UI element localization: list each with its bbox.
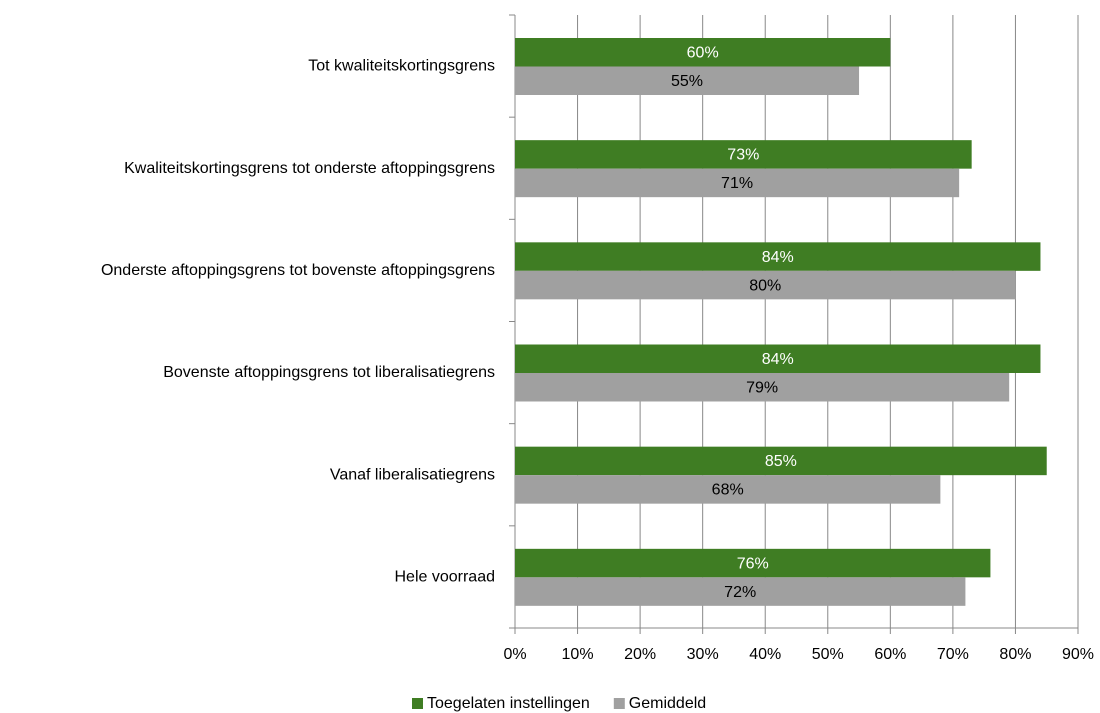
y-tick-label: Vanaf liberalisatiegrens xyxy=(330,466,495,483)
bar xyxy=(515,242,1041,271)
bar xyxy=(515,140,972,169)
data-label: 80% xyxy=(749,277,781,294)
x-tick-label: 90% xyxy=(1062,646,1094,663)
x-tick-label: 20% xyxy=(624,646,656,663)
data-label: 60% xyxy=(687,44,719,61)
bar xyxy=(515,577,966,606)
data-label: 72% xyxy=(724,584,756,601)
bar xyxy=(515,344,1041,373)
bar xyxy=(515,168,960,198)
y-tick-label: Onderste aftoppingsgrens tot bovenste af… xyxy=(101,262,495,279)
y-tick-label: Kwaliteitskortingsgrens tot onderste aft… xyxy=(124,160,495,177)
x-tick-label: 60% xyxy=(874,646,906,663)
data-label: 68% xyxy=(712,482,744,499)
y-tick-label: Hele voorraad xyxy=(395,569,496,586)
bar xyxy=(515,475,941,504)
x-tick-label: 10% xyxy=(562,646,594,663)
bar xyxy=(515,548,991,578)
x-tick-label: 40% xyxy=(749,646,781,663)
bar xyxy=(515,446,1047,476)
legend-label: Gemiddeld xyxy=(629,695,706,712)
x-tick-label: 80% xyxy=(999,646,1031,663)
x-tick-label: 0% xyxy=(503,646,526,663)
y-tick-label: Bovenste aftoppingsgrens tot liberalisat… xyxy=(163,364,495,381)
legend-swatch xyxy=(412,698,423,709)
data-label: 73% xyxy=(727,147,759,164)
legend-label: Toegelaten instellingen xyxy=(427,695,590,712)
data-label: 85% xyxy=(765,453,797,470)
data-label: 84% xyxy=(762,249,794,266)
data-label: 76% xyxy=(737,555,769,572)
x-tick-label: 30% xyxy=(687,646,719,663)
x-tick-label: 50% xyxy=(812,646,844,663)
data-label: 79% xyxy=(746,379,778,396)
x-tick-label: 70% xyxy=(937,646,969,663)
bar xyxy=(515,373,1010,402)
data-label: 71% xyxy=(721,175,753,192)
legend-swatch xyxy=(613,698,625,709)
y-tick-label: Tot kwaliteitskortingsgrens xyxy=(308,58,495,75)
data-label: 84% xyxy=(762,351,794,368)
data-label: 55% xyxy=(671,73,703,90)
bar xyxy=(515,270,1016,300)
bar xyxy=(515,38,891,67)
bar xyxy=(515,66,860,95)
